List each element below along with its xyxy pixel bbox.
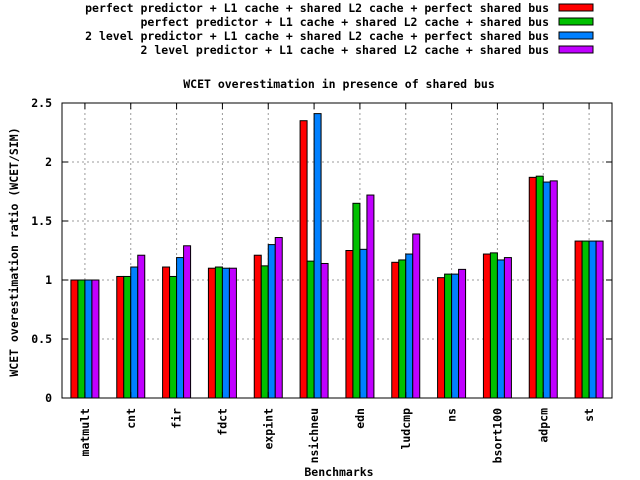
bar xyxy=(91,279,100,399)
bar xyxy=(345,250,354,399)
bar xyxy=(482,253,491,399)
bar xyxy=(412,233,421,399)
bar xyxy=(214,266,223,399)
legend-swatch xyxy=(558,31,594,40)
bar xyxy=(299,120,308,399)
x-tick-label: edn xyxy=(353,408,367,429)
bar xyxy=(528,176,537,399)
y-tick-label: 2 xyxy=(45,155,52,169)
y-tick-label: 1.5 xyxy=(31,214,52,228)
bar xyxy=(130,266,139,399)
x-tick-label: ns xyxy=(445,408,459,422)
bar xyxy=(496,259,505,399)
bar xyxy=(253,254,262,399)
bar xyxy=(70,279,79,399)
legend-label: 2 level predictor + L1 cache + shared L2… xyxy=(85,29,549,43)
y-tick-labels: 0 0.5 1 1.5 2 2.5 xyxy=(31,96,52,405)
x-tick-label: fir xyxy=(170,408,184,429)
bar xyxy=(260,265,269,399)
bar xyxy=(391,261,400,399)
plot-border xyxy=(61,102,613,399)
legend-label: perfect predictor + L1 cache + shared L2… xyxy=(85,1,549,15)
bar xyxy=(77,279,86,399)
x-tick-label: fdct xyxy=(215,408,229,436)
bar xyxy=(137,254,146,399)
y-tick-label: 2.5 xyxy=(31,96,52,110)
bar xyxy=(581,240,590,399)
x-tick-label: nsichneu xyxy=(307,408,321,463)
x-tick-label: expint xyxy=(261,408,275,450)
bar xyxy=(595,240,604,399)
x-tick-label: ludcmp xyxy=(399,408,413,450)
x-tick-label: st xyxy=(582,408,596,422)
y-tick-label: 1 xyxy=(45,273,52,287)
y-tick-label: 0 xyxy=(45,391,52,405)
chart-title: WCET overestimation in presence of share… xyxy=(183,77,495,91)
legend-label: 2 level predictor + L1 cache + shared L2… xyxy=(141,43,550,57)
bar xyxy=(437,277,446,399)
bar xyxy=(451,273,460,399)
legend-swatch xyxy=(558,45,594,54)
legend-swatch xyxy=(558,3,594,12)
bar xyxy=(228,267,237,399)
y-axis-label: WCET overestimation ratio (WCET/SIM) xyxy=(7,127,21,376)
bar xyxy=(444,273,453,399)
bar xyxy=(267,244,276,399)
x-axis-label: Benchmarks xyxy=(304,465,373,479)
bar xyxy=(405,253,414,399)
bar xyxy=(162,266,171,399)
legend: perfect predictor + L1 cache + shared L2… xyxy=(85,1,594,57)
bar xyxy=(176,257,185,399)
bar xyxy=(207,267,216,399)
bar xyxy=(169,275,178,399)
bar xyxy=(274,237,283,399)
bar xyxy=(116,275,125,399)
bar xyxy=(489,252,498,399)
x-tick-label: cnt xyxy=(124,408,138,429)
x-tick-labels: matmult cnt fir fdct expint nsichneu edn ludcmp… xyxy=(78,408,596,463)
x-tick-label: matmult xyxy=(78,408,92,457)
bar xyxy=(352,202,361,399)
bar xyxy=(320,262,329,399)
bar xyxy=(306,260,315,399)
bar xyxy=(313,113,322,399)
bar xyxy=(84,279,93,399)
bar xyxy=(183,245,192,399)
bar xyxy=(542,181,551,399)
bar xyxy=(221,267,230,399)
x-tick-label: adpcm xyxy=(536,408,550,443)
x-tick-label: bsort100 xyxy=(490,408,504,463)
bar xyxy=(458,268,467,399)
bar xyxy=(503,257,512,399)
axes xyxy=(61,102,613,399)
y-tick-label: 0.5 xyxy=(31,332,52,346)
bar xyxy=(366,194,375,399)
bars xyxy=(70,113,604,399)
bar xyxy=(123,275,132,399)
bar xyxy=(359,248,368,399)
bar xyxy=(574,240,583,399)
bar xyxy=(535,175,544,399)
bar xyxy=(549,180,558,399)
bar xyxy=(588,240,597,399)
legend-label: perfect predictor + L1 cache + shared L2… xyxy=(141,15,550,29)
bar xyxy=(398,259,407,399)
legend-swatch xyxy=(558,17,594,26)
